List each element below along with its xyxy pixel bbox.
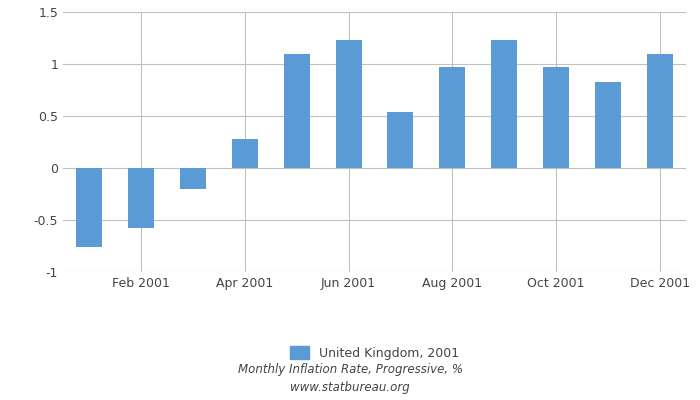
Bar [128, 168, 154, 228]
Bar [335, 40, 361, 168]
Bar [440, 67, 466, 168]
Bar [595, 82, 621, 168]
Bar [491, 40, 517, 168]
Bar [647, 54, 673, 168]
Bar [543, 67, 569, 168]
Bar [284, 54, 309, 168]
Text: Monthly Inflation Rate, Progressive, %: Monthly Inflation Rate, Progressive, % [237, 364, 463, 376]
Bar [76, 168, 102, 247]
Bar [388, 112, 414, 168]
Legend: United Kingdom, 2001: United Kingdom, 2001 [285, 341, 464, 364]
Text: www.statbureau.org: www.statbureau.org [290, 382, 410, 394]
Bar [232, 139, 258, 168]
Bar [180, 168, 206, 189]
